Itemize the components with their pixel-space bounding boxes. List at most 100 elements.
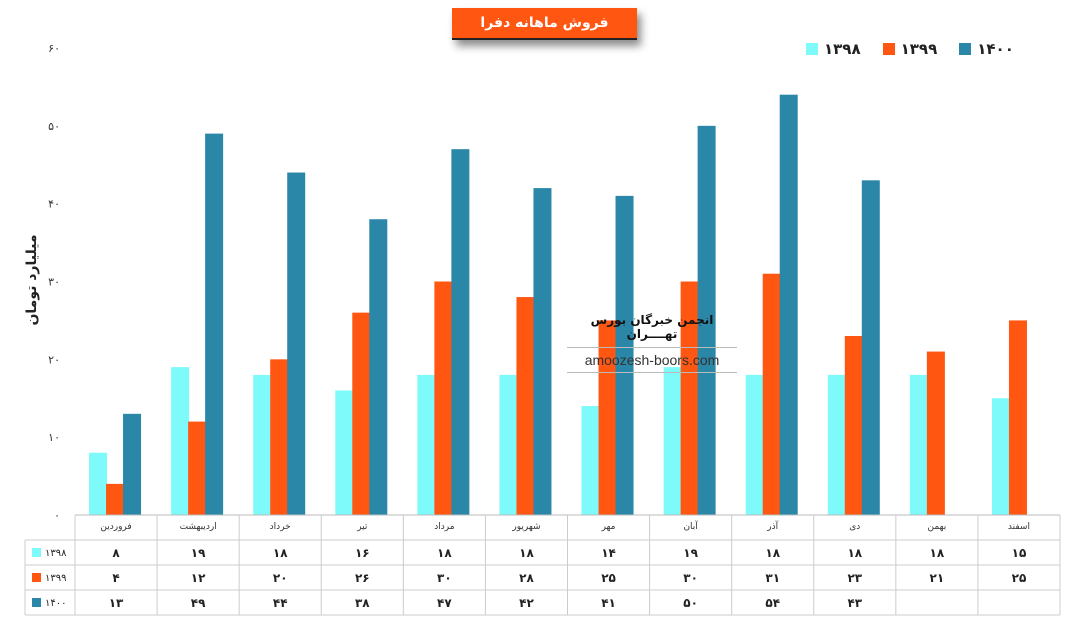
bar-۱۳۹۹-8 <box>762 273 781 515</box>
x-category-label: خرداد <box>270 522 291 532</box>
data-label: ۱۴ <box>601 546 616 560</box>
y-tick-label: ۶۰ <box>48 42 60 55</box>
legend-item-1399: ۱۳۹۹ <box>882 40 938 58</box>
x-category-label: تیر <box>356 522 368 532</box>
x-category-label: بهمن <box>928 522 947 532</box>
x-category-label: آذر <box>766 520 778 532</box>
bar-۱۴۰۰-6 <box>615 195 634 515</box>
bar-۱۳۹۹-7 <box>680 281 699 515</box>
legend-label-1400: ۱۴۰۰ <box>977 40 1014 58</box>
data-label: ۴۳ <box>847 596 862 610</box>
y-tick-label: ۰ <box>54 509 60 522</box>
bar-۱۴۰۰-1 <box>205 133 224 515</box>
bar-۱۳۹۸-11 <box>991 398 1010 515</box>
data-label: ۱۳ <box>109 596 124 610</box>
bar-۱۳۹۸-1 <box>171 367 190 515</box>
table-legend-key-۱۴۰۰ <box>32 598 41 607</box>
table-row-header: ۱۴۰۰ <box>45 598 66 609</box>
bar-۱۳۹۸-4 <box>417 374 436 515</box>
watermark-title: انجمن خبرگان بورس تهــــران <box>567 313 737 348</box>
bar-۱۴۰۰-2 <box>287 172 306 516</box>
data-label: ۴۲ <box>519 596 534 610</box>
data-label: ۵۰ <box>683 596 698 610</box>
y-tick-label: ۲۰ <box>48 353 60 366</box>
table-legend-key-۱۳۹۹ <box>32 573 41 582</box>
data-label: ۱۹ <box>683 546 698 560</box>
legend-label-1398: ۱۳۹۸ <box>824 40 861 58</box>
data-label: ۱۸ <box>273 546 288 560</box>
table-row-header: ۱۳۹۹ <box>45 573 66 584</box>
y-tick-label: ۳۰ <box>48 276 60 289</box>
data-label: ۸ <box>112 546 120 560</box>
bar-۱۴۰۰-0 <box>123 413 142 515</box>
data-label: ۱۸ <box>519 546 534 560</box>
bar-۱۳۹۸-7 <box>663 367 682 515</box>
data-label: ۲۳ <box>847 571 862 585</box>
bar-۱۳۹۹-5 <box>516 297 535 515</box>
data-label: ۱۶ <box>355 546 370 560</box>
x-category-label: مرداد <box>434 522 454 532</box>
bar-۱۴۰۰-8 <box>779 94 798 515</box>
bar-۱۴۰۰-3 <box>369 219 388 515</box>
data-label: ۴ <box>112 571 119 585</box>
data-label: ۵۴ <box>765 596 780 610</box>
x-category-label: اسفند <box>1008 522 1030 532</box>
data-label: ۴۱ <box>601 596 616 610</box>
legend: ۱۳۹۸ ۱۳۹۹ ۱۴۰۰ <box>806 40 1014 58</box>
y-tick-label: ۱۰ <box>48 431 60 444</box>
bar-۱۳۹۹-10 <box>926 351 945 515</box>
bar-۱۳۹۹-3 <box>352 312 371 515</box>
data-label: ۲۰ <box>273 571 288 585</box>
watermark-url: amoozesh-boors.com <box>567 348 737 373</box>
legend-swatch-1399 <box>882 43 895 55</box>
bar-۱۳۹۸-2 <box>253 374 272 515</box>
bar-۱۳۹۸-5 <box>499 374 518 515</box>
watermark: انجمن خبرگان بورس تهــــران amoozesh-boo… <box>567 313 737 373</box>
legend-label-1399: ۱۳۹۹ <box>900 40 938 58</box>
bar-۱۴۰۰-7 <box>697 125 716 515</box>
data-label: ۱۵ <box>1012 546 1027 560</box>
x-category-label: شهریور <box>511 522 540 532</box>
bar-۱۳۹۹-6 <box>598 320 617 515</box>
bar-۱۴۰۰-4 <box>451 149 470 515</box>
legend-swatch-1398 <box>806 43 818 55</box>
data-label: ۲۵ <box>601 571 616 585</box>
data-label: ۳۱ <box>765 571 780 585</box>
data-label: ۳۰ <box>437 571 452 585</box>
data-label: ۱۸ <box>930 546 945 560</box>
table-legend-key-۱۳۹۸ <box>32 548 41 557</box>
table-row-header: ۱۳۹۸ <box>45 548 67 559</box>
x-category-label: دی <box>849 522 860 532</box>
data-label: ۳۰ <box>683 571 698 585</box>
bar-۱۳۹۸-8 <box>745 374 764 515</box>
bar-۱۳۹۹-9 <box>844 335 863 515</box>
data-label: ۴۴ <box>273 596 288 610</box>
data-label: ۴۷ <box>437 596 452 610</box>
data-label: ۲۶ <box>355 571 370 585</box>
bar-۱۳۹۹-1 <box>188 421 207 515</box>
bar-۱۳۹۹-11 <box>1008 320 1027 515</box>
legend-item-1400: ۱۴۰۰ <box>959 40 1014 58</box>
legend-item-1398: ۱۳۹۸ <box>806 40 861 58</box>
x-category-label: آبان <box>683 520 698 532</box>
bar-۱۳۹۹-0 <box>106 483 125 515</box>
y-tick-label: ۵۰ <box>48 120 60 133</box>
x-category-label: مهر <box>601 522 616 532</box>
chart-title: فروش ماهانه دفرا <box>452 8 637 40</box>
bar-۱۴۰۰-5 <box>533 188 552 515</box>
data-label: ۱۸ <box>765 546 780 560</box>
bar-۱۳۹۹-2 <box>270 359 289 515</box>
data-label: ۱۹ <box>191 546 206 560</box>
x-category-label: اردیبهشت <box>180 522 217 532</box>
data-label: ۱۸ <box>437 546 452 560</box>
bar-۱۳۹۸-3 <box>335 390 354 515</box>
data-label: ۴۹ <box>191 596 206 610</box>
data-label: ۳۸ <box>355 596 370 610</box>
legend-swatch-1400 <box>959 43 972 55</box>
data-label: ۱۲ <box>191 571 206 585</box>
y-tick-label: ۴۰ <box>48 198 60 211</box>
bar-۱۳۹۸-9 <box>827 374 846 515</box>
bar-۱۴۰۰-9 <box>861 180 880 516</box>
bar-۱۳۹۸-0 <box>89 452 108 515</box>
bar-۱۳۹۸-6 <box>581 406 600 515</box>
